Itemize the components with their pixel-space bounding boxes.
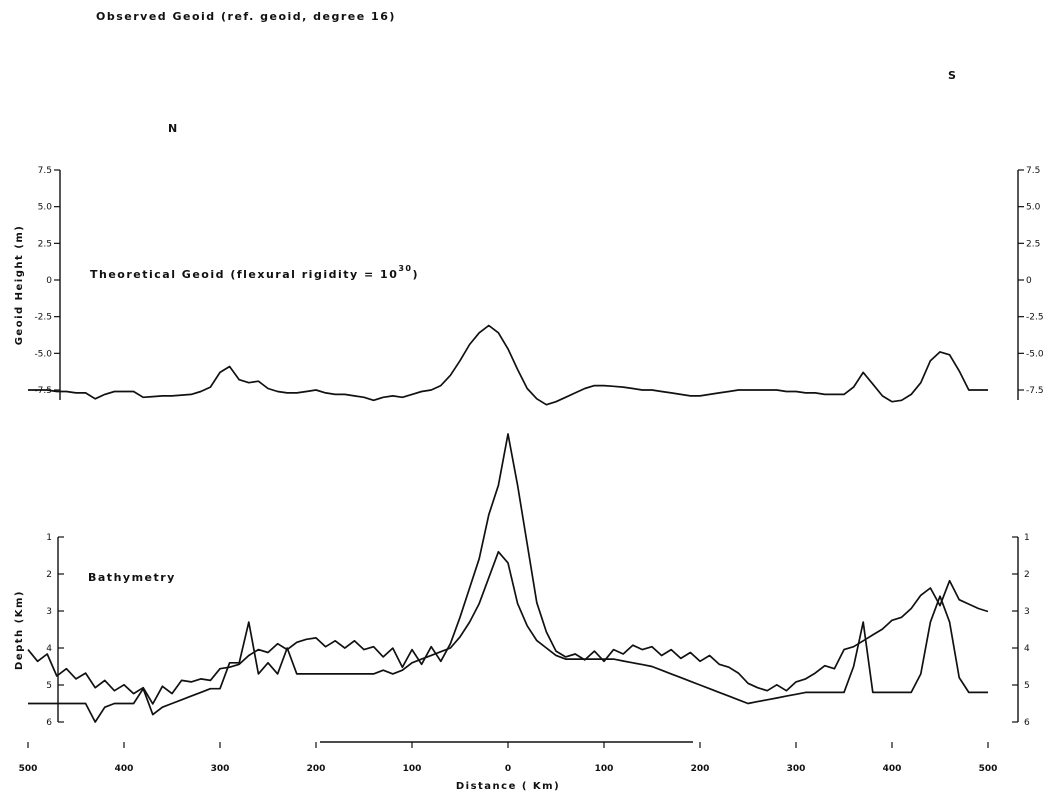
observed-geoid-curve <box>27 433 989 705</box>
distance-tick-label: 500 <box>979 764 998 774</box>
geoid-left-tick-label: -7.5 <box>34 386 52 396</box>
distance-tick-label: 200 <box>691 764 710 774</box>
geoid-right-tick-label: -7.5 <box>1026 386 1044 396</box>
geoid-right-tick-label: -2.5 <box>1026 313 1044 323</box>
theoretical-geoid-title: Theoretical Geoid (flexural rigidity = 1… <box>90 264 419 281</box>
distance-tick-label: 100 <box>595 764 614 774</box>
depth-left-tick-label: 4 <box>46 644 52 654</box>
depth-right-tick-label: 3 <box>1024 607 1030 617</box>
geoid-left-tick-label: -5.0 <box>34 349 52 359</box>
distance-tick-label: 200 <box>307 764 326 774</box>
depth-ticks: 1 1 2 2 3 3 4 4 5 5 6 6 <box>46 533 1030 728</box>
depth-right-tick-label: 4 <box>1024 644 1030 654</box>
depth-left-tick-label: 6 <box>46 718 52 728</box>
distance-tick-label: 400 <box>883 764 902 774</box>
depth-right-tick-label: 2 <box>1024 570 1030 580</box>
north-marker: N <box>168 122 179 135</box>
distance-tick-label: 100 <box>403 764 422 774</box>
observed-geoid-title: Observed Geoid (ref. geoid, degree 16) <box>96 10 396 23</box>
depth-right-tick-label: 5 <box>1024 681 1030 691</box>
depth-y-label: Depth (Km) <box>14 590 25 670</box>
geoid-left-tick-label: 2.5 <box>38 239 52 249</box>
depth-left-tick-label: 3 <box>46 607 52 617</box>
distance-tick-label: 400 <box>115 764 134 774</box>
bathymetry-curve <box>28 550 988 723</box>
depth-right-tick-label: 1 <box>1024 533 1030 543</box>
geoid-left-tick-label: 5.0 <box>38 203 53 213</box>
geoid-ticks: 7.5 7.5 5.0 5.0 2.5 2.5 0 0 -2.5 -2.5 -5.0 -5.0 -7.5… <box>34 166 1043 396</box>
geoid-right-tick-label: 0 <box>1026 276 1032 286</box>
distance-ticks: 500 400 300 200 100 0 100 200 300 400 500 <box>19 742 998 774</box>
geoid-left-tick-label: 0 <box>46 276 52 286</box>
distance-x-label: Distance ( Km) <box>456 781 560 792</box>
geoid-right-tick-label: 2.5 <box>1026 239 1040 249</box>
bathymetry-title: Bathymetry <box>88 571 176 584</box>
geoid-y-label: Geoid Height (m) <box>14 225 25 346</box>
distance-tick-label: 0 <box>505 764 511 774</box>
geoid-left-tick-label: -2.5 <box>34 313 52 323</box>
distance-tick-label: 300 <box>211 764 230 774</box>
geoid-right-tick-label: -5.0 <box>1026 349 1044 359</box>
south-marker: S <box>948 69 957 82</box>
geoid-left-tick-label: 7.5 <box>38 166 52 176</box>
geoid-right-tick-label: 7.5 <box>1026 166 1040 176</box>
theoretical-geoid-curve <box>28 324 988 406</box>
depth-right-tick-label: 6 <box>1024 718 1030 728</box>
geoid-right-tick-label: 5.0 <box>1026 203 1041 213</box>
distance-tick-label: 300 <box>787 764 806 774</box>
distance-tick-label: 500 <box>19 764 38 774</box>
depth-left-tick-label: 5 <box>46 681 52 691</box>
depth-left-tick-label: 1 <box>46 533 52 543</box>
depth-left-tick-label: 2 <box>46 570 52 580</box>
